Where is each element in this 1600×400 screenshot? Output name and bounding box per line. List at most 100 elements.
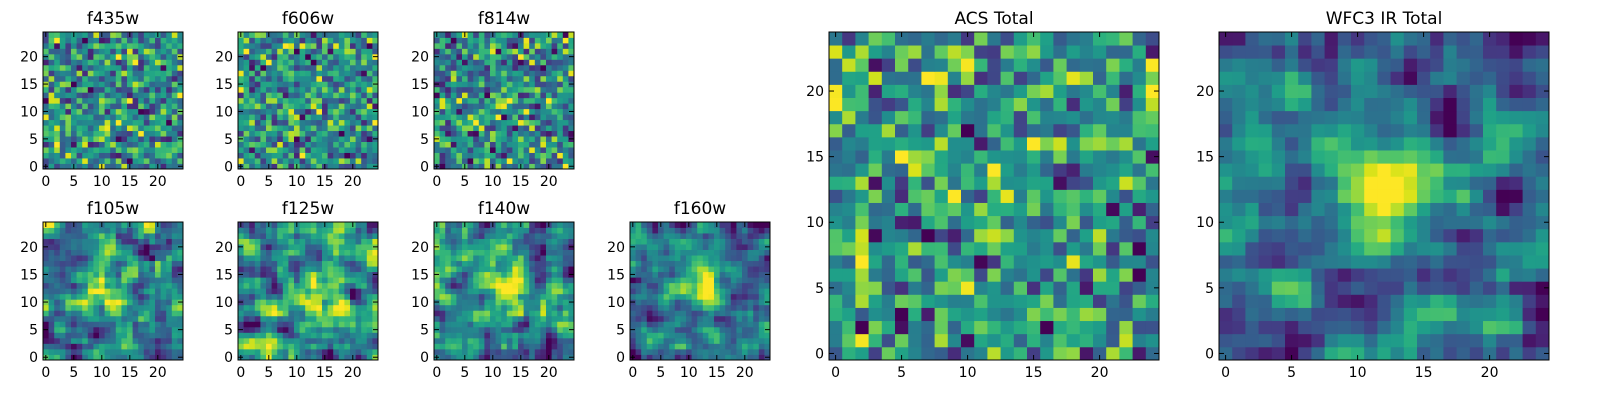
- heatmap-cell: [540, 141, 547, 148]
- heatmap-cell: [557, 271, 564, 278]
- heatmap-cell: [742, 266, 748, 273]
- heatmap-cell: [99, 75, 105, 82]
- heatmap-cell: [43, 310, 49, 317]
- heatmap-cell: [350, 326, 356, 333]
- heatmap-cell: [143, 53, 150, 60]
- heatmap-cell: [1027, 294, 1041, 308]
- heatmap-cells: [434, 32, 575, 170]
- heatmap-cell: [166, 238, 173, 245]
- heatmap-cell: [467, 277, 474, 284]
- heatmap-cell: [316, 86, 323, 93]
- heatmap-cell: [1106, 320, 1120, 335]
- heatmap-cell: [127, 249, 133, 256]
- heatmap-cell: [48, 64, 55, 71]
- heatmap-cell: [138, 222, 145, 228]
- heatmap-cell: [674, 326, 681, 333]
- heatmap-cell: [445, 163, 452, 170]
- heatmap-cell: [82, 37, 89, 44]
- heatmap-cell: [121, 343, 128, 350]
- heatmap-cell: [71, 249, 77, 256]
- heatmap-cell: [540, 152, 547, 159]
- heatmap-cell: [299, 86, 306, 93]
- heatmap-cell: [160, 136, 167, 142]
- heatmap-cell: [562, 141, 569, 148]
- heatmap-cell: [355, 32, 362, 38]
- heatmap-cell: [445, 141, 452, 148]
- heatmap-cell: [310, 152, 317, 159]
- heatmap-cell: [658, 299, 664, 306]
- heatmap-cell: [327, 32, 334, 38]
- heatmap-cell: [76, 304, 83, 311]
- heatmap-cell: [512, 103, 519, 110]
- heatmap-cell: [450, 260, 457, 267]
- heatmap-cell: [1027, 333, 1041, 348]
- heatmap-cell: [478, 332, 485, 339]
- heatmap-cell: [355, 233, 362, 239]
- heatmap-cell: [961, 320, 975, 335]
- heatmap-cell: [484, 337, 491, 344]
- heatmap-cell: [355, 244, 362, 250]
- heatmap-cell: [160, 348, 167, 355]
- heatmap-cell: [551, 260, 558, 267]
- heatmap-cell: [646, 315, 653, 322]
- heatmap-cell: [534, 332, 541, 339]
- heatmap-cell: [82, 238, 89, 245]
- heatmap-cell: [456, 222, 463, 228]
- heatmap-cell: [316, 337, 323, 344]
- heatmap-cell: [110, 227, 117, 234]
- heatmap-cell: [557, 304, 564, 311]
- heatmap-cell: [110, 114, 117, 121]
- heatmap-cell: [366, 163, 373, 170]
- heatmap-cell: [82, 75, 89, 82]
- heatmap-cell: [177, 86, 184, 93]
- heatmap-cell: [753, 244, 760, 250]
- heatmap-cell: [355, 48, 362, 55]
- heatmap-cell: [473, 244, 480, 250]
- heatmap-cell: [87, 332, 94, 339]
- heatmap-cell: [132, 271, 139, 278]
- heatmap-cell: [271, 271, 278, 278]
- heatmap-cell: [266, 152, 272, 159]
- heatmap-cell: [484, 114, 491, 121]
- heatmap-cell: [350, 348, 356, 355]
- heatmap-cell: [344, 315, 351, 322]
- heatmap-cell: [445, 244, 452, 250]
- heatmap-cell: [316, 348, 323, 355]
- heatmap-cell: [327, 249, 334, 256]
- heatmap-cell: [372, 75, 379, 82]
- heatmap-cell: [708, 326, 715, 333]
- heatmap-cell: [127, 326, 133, 333]
- heatmap-cell: [506, 271, 513, 278]
- heatmap-cell: [249, 163, 256, 170]
- heatmap-cell: [260, 321, 267, 328]
- heatmap-cell: [155, 277, 161, 284]
- heatmap-cell: [243, 321, 250, 328]
- heatmap-cell: [473, 233, 480, 239]
- heatmap-cell: [260, 59, 267, 66]
- heatmap-cell: [753, 227, 760, 234]
- heatmap-cell: [934, 189, 949, 203]
- heatmap-cell: [327, 321, 334, 328]
- heatmap-cell: [316, 114, 323, 121]
- heatmap-cell: [271, 70, 278, 77]
- heatmap-cell: [243, 238, 250, 245]
- heatmap-cell: [249, 288, 256, 295]
- heatmap-cell: [266, 119, 272, 126]
- heatmap-cell: [71, 337, 77, 344]
- heatmap-cell: [333, 108, 340, 115]
- heatmap-cell: [702, 260, 709, 267]
- heatmap-cell: [747, 332, 754, 339]
- heatmap-cell: [473, 158, 480, 164]
- heatmap-cell: [271, 249, 278, 256]
- heatmap-cell: [478, 158, 485, 164]
- heatmap-cell: [54, 315, 61, 322]
- heatmap-cell: [149, 136, 156, 142]
- heatmap-cell: [680, 227, 687, 234]
- heatmap-cell: [294, 266, 300, 273]
- heatmap-cell: [450, 152, 457, 159]
- heatmap-cell: [65, 332, 72, 339]
- heatmap-cell: [65, 321, 72, 328]
- heatmap-cell: [702, 277, 709, 284]
- heatmap-cell: [478, 288, 485, 295]
- heatmap-cell: [115, 310, 122, 317]
